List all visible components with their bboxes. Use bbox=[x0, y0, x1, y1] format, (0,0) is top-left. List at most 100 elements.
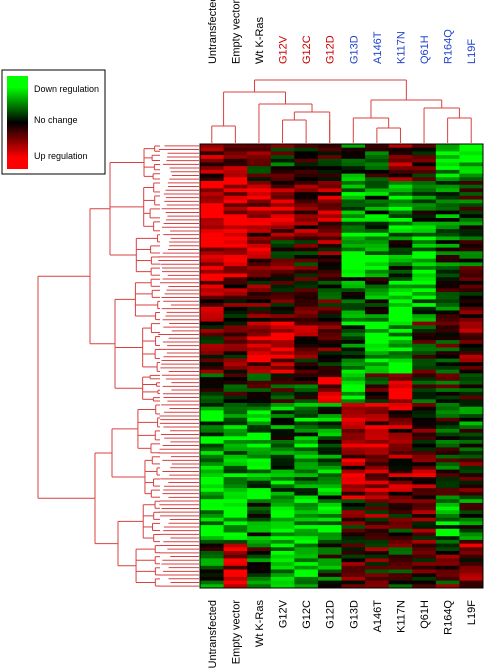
heatmap-cell bbox=[412, 195, 437, 200]
heatmap-cell bbox=[435, 495, 460, 500]
heatmap-cell bbox=[459, 366, 484, 371]
heatmap-cell bbox=[341, 432, 366, 437]
heatmap-cell bbox=[412, 502, 437, 507]
heatmap-cell bbox=[365, 417, 390, 422]
heatmap-cell bbox=[412, 458, 437, 463]
heatmap-cell bbox=[412, 388, 437, 393]
heatmap-cell bbox=[412, 410, 437, 415]
heatmap-cell bbox=[412, 255, 437, 260]
heatmap-cell bbox=[270, 354, 295, 359]
heatmap-cell bbox=[388, 292, 413, 297]
heatmap-cell bbox=[341, 273, 366, 278]
heatmap-cell bbox=[435, 377, 460, 382]
heatmap-cell bbox=[317, 536, 342, 541]
heatmap-cell bbox=[341, 480, 366, 485]
heatmap-cell bbox=[388, 325, 413, 330]
heatmap-cell bbox=[341, 491, 366, 496]
heatmap-cell bbox=[270, 469, 295, 474]
heatmap-cell bbox=[317, 192, 342, 197]
heatmap-cell bbox=[247, 373, 272, 378]
heatmap-cell bbox=[435, 547, 460, 552]
heatmap-cell bbox=[270, 558, 295, 563]
heatmap-cell bbox=[365, 258, 390, 263]
heatmap-cell bbox=[317, 299, 342, 304]
heatmap-cell bbox=[200, 366, 224, 371]
heatmap-cell bbox=[388, 576, 413, 581]
heatmap-cell bbox=[412, 192, 437, 197]
heatmap-cell bbox=[247, 232, 272, 237]
heatmap-cell bbox=[247, 203, 272, 208]
heatmap-cell bbox=[223, 473, 248, 478]
heatmap-cell bbox=[270, 510, 295, 515]
heatmap-cell bbox=[317, 499, 342, 504]
heatmap-cell bbox=[247, 295, 272, 300]
heatmap-cell bbox=[247, 565, 272, 570]
heatmap-cell bbox=[270, 299, 295, 304]
heatmap-cell bbox=[412, 399, 437, 404]
heatmap-cell bbox=[412, 443, 437, 448]
heatmap-cell bbox=[270, 366, 295, 371]
column-label: G12C bbox=[301, 35, 313, 64]
heatmap-cell bbox=[270, 554, 295, 559]
heatmap-cell bbox=[200, 184, 224, 189]
heatmap-cell bbox=[341, 314, 366, 319]
heatmap-cell bbox=[388, 480, 413, 485]
heatmap-cell bbox=[294, 469, 319, 474]
heatmap-cell bbox=[247, 284, 272, 289]
heatmap-cell bbox=[317, 554, 342, 559]
heatmap-cell bbox=[223, 454, 248, 459]
heatmap-cell bbox=[459, 525, 484, 530]
heatmap-cell bbox=[270, 284, 295, 289]
heatmap-cell bbox=[388, 584, 413, 589]
heatmap-cell bbox=[200, 436, 224, 441]
heatmap-cell bbox=[247, 166, 272, 171]
heatmap-cell bbox=[270, 203, 295, 208]
heatmap-cell bbox=[341, 277, 366, 282]
heatmap-cell bbox=[247, 225, 272, 230]
heatmap-cell bbox=[317, 366, 342, 371]
heatmap-cell bbox=[388, 210, 413, 215]
heatmap-cell bbox=[247, 210, 272, 215]
heatmap-cell bbox=[200, 395, 224, 400]
heatmap-cell bbox=[200, 473, 224, 478]
heatmap-cell bbox=[459, 454, 484, 459]
heatmap-cell bbox=[317, 303, 342, 308]
heatmap-cell bbox=[247, 221, 272, 226]
heatmap-cell bbox=[341, 306, 366, 311]
heatmap-cell bbox=[365, 299, 390, 304]
heatmap-cell bbox=[435, 292, 460, 297]
heatmap-cell bbox=[270, 340, 295, 345]
heatmap-cell bbox=[270, 358, 295, 363]
heatmap-cell bbox=[270, 488, 295, 493]
heatmap-cell bbox=[365, 218, 390, 223]
heatmap-cell bbox=[365, 173, 390, 178]
heatmap-cell bbox=[459, 391, 484, 396]
heatmap-cell bbox=[317, 565, 342, 570]
heatmap-cell bbox=[388, 195, 413, 200]
heatmap-cell bbox=[317, 436, 342, 441]
heatmap-cell bbox=[388, 465, 413, 470]
column-label: K117N bbox=[395, 31, 407, 64]
heatmap-cell bbox=[317, 428, 342, 433]
heatmap-cell bbox=[294, 517, 319, 522]
heatmap-cell bbox=[412, 565, 437, 570]
heatmap-cell bbox=[270, 225, 295, 230]
column-label: G12V bbox=[278, 599, 290, 628]
heatmap-cell bbox=[294, 221, 319, 226]
heatmap-cell bbox=[435, 151, 460, 156]
heatmap-cell bbox=[341, 580, 366, 585]
heatmap-cell bbox=[317, 214, 342, 219]
heatmap-cell bbox=[435, 436, 460, 441]
heatmap-cell bbox=[365, 491, 390, 496]
heatmap-cell bbox=[459, 214, 484, 219]
heatmap-cell bbox=[223, 243, 248, 248]
column-label: K117N bbox=[395, 600, 407, 633]
heatmap-cell bbox=[223, 147, 248, 152]
heatmap-cell bbox=[341, 221, 366, 226]
heatmap-cell bbox=[247, 162, 272, 167]
heatmap-cell bbox=[435, 477, 460, 482]
heatmap-cell bbox=[270, 181, 295, 186]
heatmap-cell bbox=[412, 236, 437, 241]
heatmap-cell bbox=[388, 221, 413, 226]
heatmap-cell bbox=[459, 358, 484, 363]
